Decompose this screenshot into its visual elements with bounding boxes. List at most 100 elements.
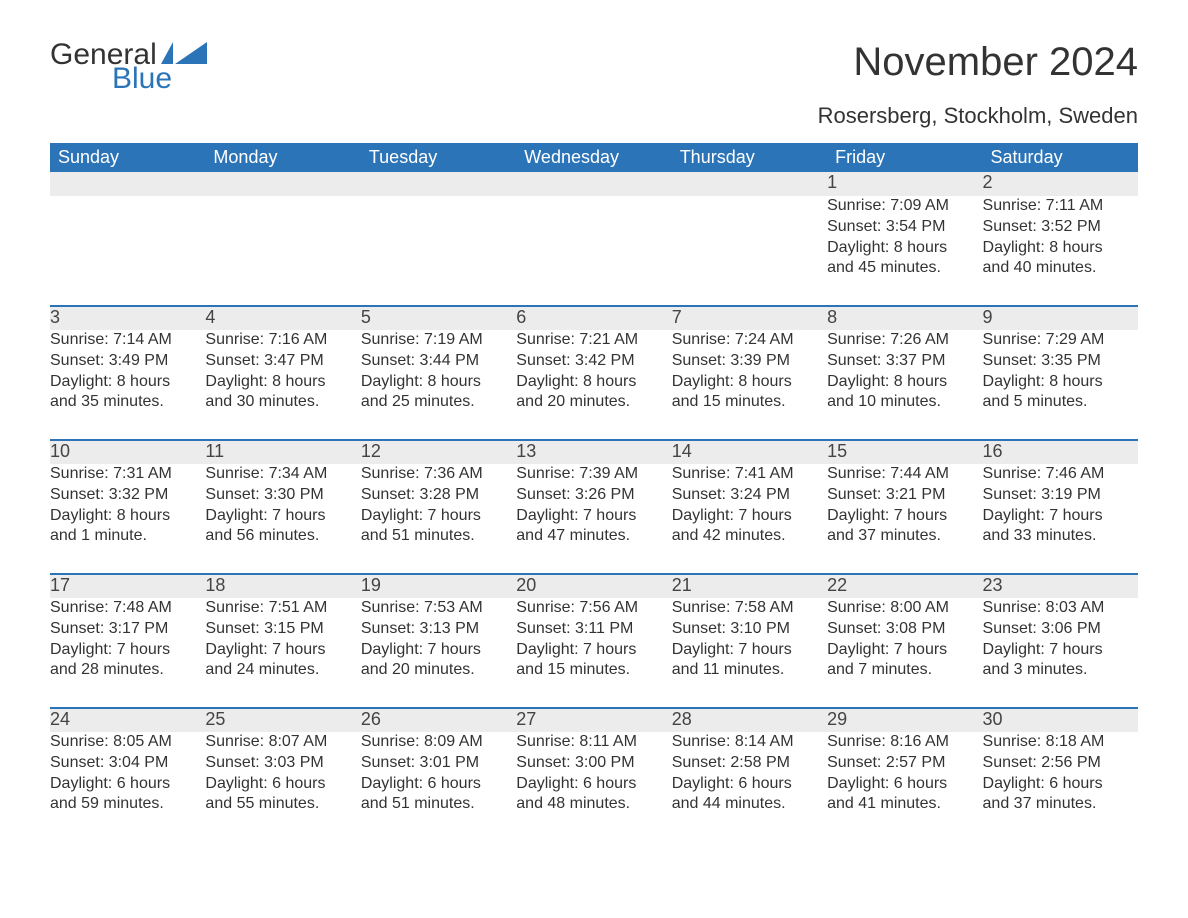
day-number-row: 12 xyxy=(50,172,1138,196)
day-number: 21 xyxy=(672,575,692,595)
daylight-text: and 20 minutes. xyxy=(361,660,516,681)
sunrise-text: Sunrise: 7:26 AM xyxy=(827,330,982,351)
sunset-text: Sunset: 3:21 PM xyxy=(827,485,982,506)
day-detail-cell xyxy=(516,196,671,306)
sunset-text: Sunset: 3:26 PM xyxy=(516,485,671,506)
header: General Blue November 2024 Rosersberg, S… xyxy=(50,40,1138,129)
day-number-cell: 19 xyxy=(361,574,516,598)
weekday-header-row: Sunday Monday Tuesday Wednesday Thursday… xyxy=(50,143,1138,172)
day-number: 29 xyxy=(827,709,847,729)
sunset-text: Sunset: 3:28 PM xyxy=(361,485,516,506)
month-title: November 2024 xyxy=(818,40,1138,85)
daylight-text: Daylight: 7 hours xyxy=(205,506,360,527)
daylight-text: and 20 minutes. xyxy=(516,392,671,413)
day-number: 2 xyxy=(983,172,993,192)
day-number-cell: 17 xyxy=(50,574,205,598)
daylight-text: Daylight: 8 hours xyxy=(50,506,205,527)
day-number: 22 xyxy=(827,575,847,595)
day-number-cell: 15 xyxy=(827,440,982,464)
daylight-text: and 45 minutes. xyxy=(827,258,982,279)
sunset-text: Sunset: 3:04 PM xyxy=(50,753,205,774)
daylight-text: and 1 minute. xyxy=(50,526,205,547)
day-number: 13 xyxy=(516,441,536,461)
day-number: 11 xyxy=(205,441,224,461)
sunset-text: Sunset: 2:57 PM xyxy=(827,753,982,774)
day-detail-row: Sunrise: 7:31 AMSunset: 3:32 PMDaylight:… xyxy=(50,464,1138,574)
day-detail-cell: Sunrise: 7:09 AMSunset: 3:54 PMDaylight:… xyxy=(827,196,982,306)
sunrise-text: Sunrise: 7:29 AM xyxy=(983,330,1138,351)
sunset-text: Sunset: 3:30 PM xyxy=(205,485,360,506)
sunrise-text: Sunrise: 7:09 AM xyxy=(827,196,982,217)
day-number: 3 xyxy=(50,307,60,327)
day-number: 12 xyxy=(361,441,381,461)
day-detail-cell: Sunrise: 7:39 AMSunset: 3:26 PMDaylight:… xyxy=(516,464,671,574)
day-number: 23 xyxy=(983,575,1003,595)
day-number: 17 xyxy=(50,575,70,595)
day-number-cell: 3 xyxy=(50,306,205,330)
day-detail-cell xyxy=(205,196,360,306)
day-number: 28 xyxy=(672,709,692,729)
day-detail-cell: Sunrise: 8:16 AMSunset: 2:57 PMDaylight:… xyxy=(827,732,982,842)
day-number: 30 xyxy=(983,709,1003,729)
daylight-text: Daylight: 8 hours xyxy=(827,238,982,259)
daylight-text: and 30 minutes. xyxy=(205,392,360,413)
sunrise-text: Sunrise: 8:07 AM xyxy=(205,732,360,753)
daylight-text: Daylight: 8 hours xyxy=(361,372,516,393)
day-detail-cell: Sunrise: 7:16 AMSunset: 3:47 PMDaylight:… xyxy=(205,330,360,440)
sunset-text: Sunset: 3:08 PM xyxy=(827,619,982,640)
daylight-text: and 44 minutes. xyxy=(672,794,827,815)
daylight-text: and 3 minutes. xyxy=(983,660,1138,681)
daylight-text: Daylight: 8 hours xyxy=(827,372,982,393)
day-number-cell: 22 xyxy=(827,574,982,598)
day-number-row: 17181920212223 xyxy=(50,574,1138,598)
sunset-text: Sunset: 3:54 PM xyxy=(827,217,982,238)
daylight-text: Daylight: 6 hours xyxy=(50,774,205,795)
daylight-text: and 28 minutes. xyxy=(50,660,205,681)
daylight-text: Daylight: 7 hours xyxy=(672,506,827,527)
location-subtitle: Rosersberg, Stockholm, Sweden xyxy=(818,103,1138,129)
sunset-text: Sunset: 3:17 PM xyxy=(50,619,205,640)
day-detail-cell: Sunrise: 8:00 AMSunset: 3:08 PMDaylight:… xyxy=(827,598,982,708)
daylight-text: Daylight: 8 hours xyxy=(983,372,1138,393)
sunrise-text: Sunrise: 7:39 AM xyxy=(516,464,671,485)
day-detail-cell: Sunrise: 8:18 AMSunset: 2:56 PMDaylight:… xyxy=(983,732,1138,842)
sunrise-text: Sunrise: 7:36 AM xyxy=(361,464,516,485)
daylight-text: Daylight: 8 hours xyxy=(672,372,827,393)
daylight-text: and 25 minutes. xyxy=(361,392,516,413)
day-number-cell: 13 xyxy=(516,440,671,464)
day-number-cell: 26 xyxy=(361,708,516,732)
day-detail-cell: Sunrise: 7:14 AMSunset: 3:49 PMDaylight:… xyxy=(50,330,205,440)
sunset-text: Sunset: 3:03 PM xyxy=(205,753,360,774)
day-detail-cell: Sunrise: 7:44 AMSunset: 3:21 PMDaylight:… xyxy=(827,464,982,574)
weekday-header: Thursday xyxy=(672,143,827,172)
weekday-header: Wednesday xyxy=(516,143,671,172)
logo: General Blue xyxy=(50,40,207,94)
sunset-text: Sunset: 3:47 PM xyxy=(205,351,360,372)
day-number: 18 xyxy=(205,575,225,595)
daylight-text: and 37 minutes. xyxy=(827,526,982,547)
day-number: 19 xyxy=(361,575,381,595)
day-number-row: 10111213141516 xyxy=(50,440,1138,464)
day-detail-cell: Sunrise: 7:34 AMSunset: 3:30 PMDaylight:… xyxy=(205,464,360,574)
day-detail-cell: Sunrise: 7:29 AMSunset: 3:35 PMDaylight:… xyxy=(983,330,1138,440)
day-number: 6 xyxy=(516,307,526,327)
day-detail-cell: Sunrise: 7:26 AMSunset: 3:37 PMDaylight:… xyxy=(827,330,982,440)
sunrise-text: Sunrise: 7:41 AM xyxy=(672,464,827,485)
day-number: 1 xyxy=(827,172,837,192)
day-detail-cell: Sunrise: 7:36 AMSunset: 3:28 PMDaylight:… xyxy=(361,464,516,574)
day-number-cell: 8 xyxy=(827,306,982,330)
sunset-text: Sunset: 3:39 PM xyxy=(672,351,827,372)
daylight-text: Daylight: 7 hours xyxy=(361,640,516,661)
daylight-text: and 7 minutes. xyxy=(827,660,982,681)
day-number-cell: 5 xyxy=(361,306,516,330)
sunrise-text: Sunrise: 8:03 AM xyxy=(983,598,1138,619)
day-number-cell: 12 xyxy=(361,440,516,464)
daylight-text: Daylight: 7 hours xyxy=(827,640,982,661)
weekday-header: Sunday xyxy=(50,143,205,172)
sunrise-text: Sunrise: 7:58 AM xyxy=(672,598,827,619)
sunrise-text: Sunrise: 7:44 AM xyxy=(827,464,982,485)
day-detail-cell: Sunrise: 8:11 AMSunset: 3:00 PMDaylight:… xyxy=(516,732,671,842)
day-number-cell: 4 xyxy=(205,306,360,330)
sunrise-text: Sunrise: 8:05 AM xyxy=(50,732,205,753)
daylight-text: and 56 minutes. xyxy=(205,526,360,547)
